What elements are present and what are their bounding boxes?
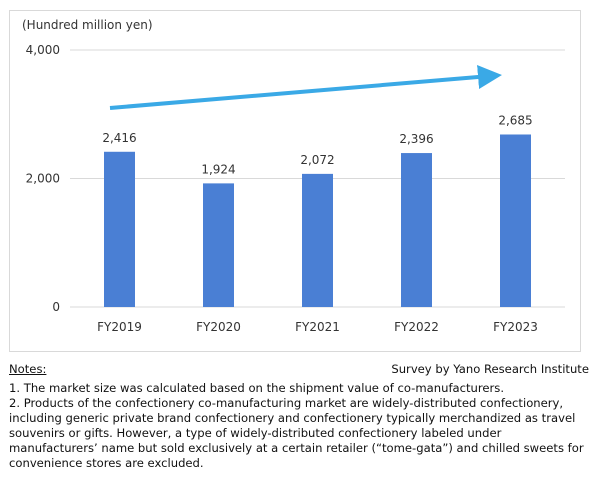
data-label: 2,072 <box>300 153 334 167</box>
x-tick-label: FY2019 <box>97 320 142 334</box>
trend-arrow <box>109 65 502 110</box>
bar <box>203 183 234 307</box>
bar-chart: 0 2,000 4,000 2,416 FY2019 1,924 FY2020 2,072 FY… <box>26 43 565 334</box>
note-item-2: 2. Products of the confectionery co-manu… <box>9 396 584 470</box>
bar <box>500 134 531 307</box>
source-credit: Survey by Yano Research Institute <box>391 362 589 376</box>
x-tick-label: FY2022 <box>394 320 439 334</box>
data-label: 1,924 <box>201 162 235 176</box>
y-tick-label: 0 <box>52 300 60 314</box>
x-tick-label: FY2020 <box>196 320 241 334</box>
x-tick-label: FY2023 <box>493 320 538 334</box>
notes-section: Notes: Survey by Yano Research Institute… <box>9 362 589 471</box>
bar <box>104 151 135 307</box>
bar <box>401 153 432 307</box>
x-tick-label: FY2021 <box>295 320 340 334</box>
y-tick-label: 4,000 <box>26 43 60 57</box>
notes-title: Notes: <box>9 362 47 376</box>
data-label: 2,416 <box>102 131 136 145</box>
y-axis-unit-label: (Hundred million yen) <box>22 18 153 32</box>
chart-frame <box>9 10 581 352</box>
bar <box>302 173 333 307</box>
note-item-1: 1. The market size was calculated based … <box>9 381 505 395</box>
y-tick-label: 2,000 <box>26 172 60 186</box>
data-label: 2,685 <box>498 113 532 127</box>
data-label: 2,396 <box>399 132 433 146</box>
